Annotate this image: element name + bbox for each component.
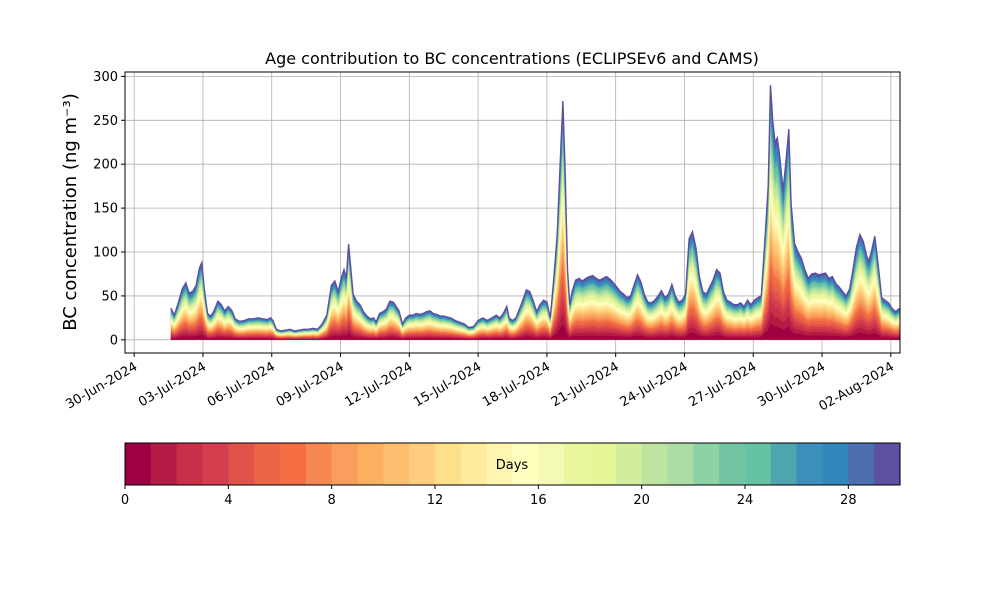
y-tick-label: 150 (93, 202, 118, 217)
age-band-9-days (170, 234, 900, 340)
colorbar-bin-20 (641, 443, 669, 485)
colorbar-bin-0 (125, 443, 152, 485)
y-tick-label: 50 (101, 289, 118, 304)
colorbar-bin-28 (848, 443, 875, 485)
total-concentration-line (170, 85, 900, 332)
colorbar-bin-24 (745, 443, 772, 485)
age-band-0-days (170, 323, 900, 340)
age-band-1-days (170, 310, 900, 340)
colorbar-bin-10 (383, 443, 410, 485)
colorbar-bin-7 (305, 443, 333, 485)
y-tick-label: 100 (93, 246, 118, 261)
x-tick-label: 24-Jul-2024 (618, 359, 691, 410)
colorbar-tick-label: 20 (633, 493, 650, 508)
colorbar-bin-17 (564, 443, 591, 485)
colorbar-tick-label: 16 (530, 493, 547, 508)
chart-title: Age contribution to BC concentrations (E… (265, 49, 759, 68)
colorbar-bin-2 (176, 443, 204, 485)
x-tick-label: 18-Jul-2024 (480, 359, 553, 410)
y-tick-label: 250 (93, 114, 118, 129)
colorbar-label: Days (496, 458, 529, 473)
y-tick-label: 0 (110, 333, 118, 348)
colorbar-bin-6 (280, 443, 307, 485)
colorbar-bin-8 (331, 443, 359, 485)
colorbar-bin-23 (719, 443, 746, 485)
y-axis-label: BC concentration (ng m⁻³) (60, 93, 81, 331)
colorbar-bin-14 (486, 443, 514, 485)
x-tick-label: 12-Jul-2024 (343, 359, 416, 410)
colorbar-ticks: 0 4 8 12 16 20 24 28 (121, 485, 857, 508)
colorbar-bin-5 (254, 443, 281, 485)
colorbar-bin-21 (667, 443, 694, 485)
x-tick-label: 21-Jul-2024 (549, 359, 622, 410)
colorbar-bin-11 (409, 443, 436, 485)
age-band-4-days (170, 279, 900, 340)
colorbar-bin-26 (796, 443, 824, 485)
age-band-2-days (170, 299, 900, 340)
colorbar-bin-18 (590, 443, 617, 485)
y-tick-label: 200 (93, 158, 118, 173)
colorbar-bin-27 (822, 443, 849, 485)
colorbar-bin-22 (693, 443, 720, 485)
colorbar-bin-15 (512, 443, 539, 485)
x-tick-label: 15-Jul-2024 (411, 359, 484, 410)
age-band-7-days (170, 251, 900, 340)
x-tick-label: 27-Jul-2024 (686, 359, 759, 410)
colorbar-tick-label: 28 (840, 493, 857, 508)
x-tick-label: 30-Jun-2024 (63, 359, 140, 412)
x-axis-ticks: 30-Jun-202403-Jul-202406-Jul-202409-Jul-… (63, 353, 897, 415)
colorbar-bin-16 (538, 443, 565, 485)
colorbar-tick-label: 12 (427, 493, 444, 508)
colorbar-bin-29 (874, 443, 901, 485)
plot-frame (124, 71, 901, 354)
colorbar-bin-3 (202, 443, 229, 485)
colorbar-bin-1 (150, 443, 178, 485)
age-band-6-days (170, 260, 900, 340)
x-tick-label: 06-Jul-2024 (205, 359, 278, 410)
age-band-5-days (170, 269, 900, 340)
x-tick-label: 02-Aug-2024 (816, 359, 896, 414)
y-tick-label: 300 (93, 70, 118, 85)
y-axis-ticks: 0 50 100 150 200 250 300 (93, 70, 125, 348)
colorbar-tick-label: 24 (737, 493, 754, 508)
colorbar-bin-13 (460, 443, 488, 485)
colorbar-tick-label: 8 (328, 493, 336, 508)
colorbar-tick-label: 0 (121, 493, 129, 508)
colorbar-tick-label: 4 (224, 493, 232, 508)
age-band-8-days (170, 242, 900, 340)
colorbar-frame (124, 442, 901, 486)
colorbar (124, 442, 901, 486)
x-tick-label: 09-Jul-2024 (274, 359, 347, 410)
x-tick-label: 03-Jul-2024 (136, 359, 209, 410)
colorbar-bin-25 (770, 443, 798, 485)
stacked-areas (170, 85, 900, 340)
colorbar-bin-9 (357, 443, 384, 485)
colorbar-bin-12 (435, 443, 462, 485)
age-band-3-days (170, 289, 900, 340)
colorbar-bin-4 (228, 443, 255, 485)
colorbar-bin-19 (615, 443, 643, 485)
